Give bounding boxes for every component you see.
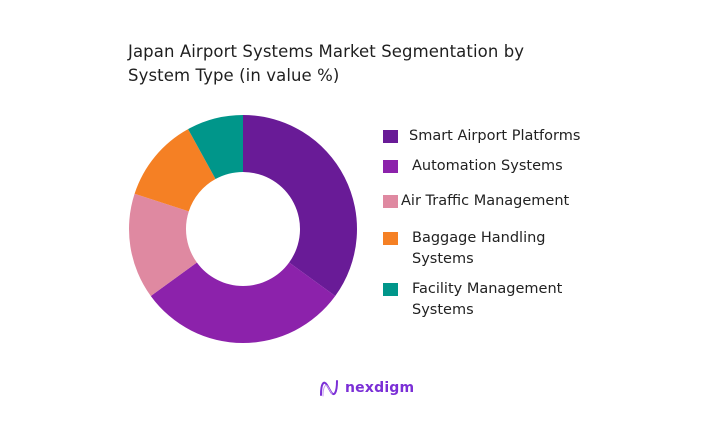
legend-swatch [383,195,398,208]
legend-label: Air Traffic Management [401,193,570,209]
legend-item-smart-airport-platforms: Smart Airport Platforms [383,126,580,147]
legend-label: Automation Systems [412,158,563,174]
donut-slice-smart-airport-platforms [243,115,358,297]
donut-slice-facility-management-systems [188,115,243,180]
legend-label: Baggage Handling Systems [412,230,546,267]
nexdigm-mark-icon [320,380,338,397]
brand-name: nexdigm [345,380,415,396]
legend-swatch [383,232,398,245]
legend-swatch [383,283,398,296]
donut-slice-air-traffic-management [129,193,197,297]
legend-label: Facility Management Systems [412,281,563,318]
chart-title: Japan Airport Systems Market Segmentatio… [128,42,525,85]
legend-label: Smart Airport Platforms [409,128,581,144]
donut-slice-automation-systems [150,262,336,344]
legend-swatch [383,160,398,173]
nexdigm-logo: nexdigm [318,377,414,399]
legend-item-air-traffic-management: Air Traffic Management [383,191,569,212]
donut-slice-baggage-handling-systems [134,129,216,212]
legend-swatch [383,130,398,143]
legend-item-baggage-handling-systems: Baggage Handling Systems [383,228,583,270]
donut-chart [129,115,358,344]
legend-item-automation-systems: Automation Systems [383,156,563,177]
legend-item-facility-management-systems: Facility Management Systems [383,279,603,321]
